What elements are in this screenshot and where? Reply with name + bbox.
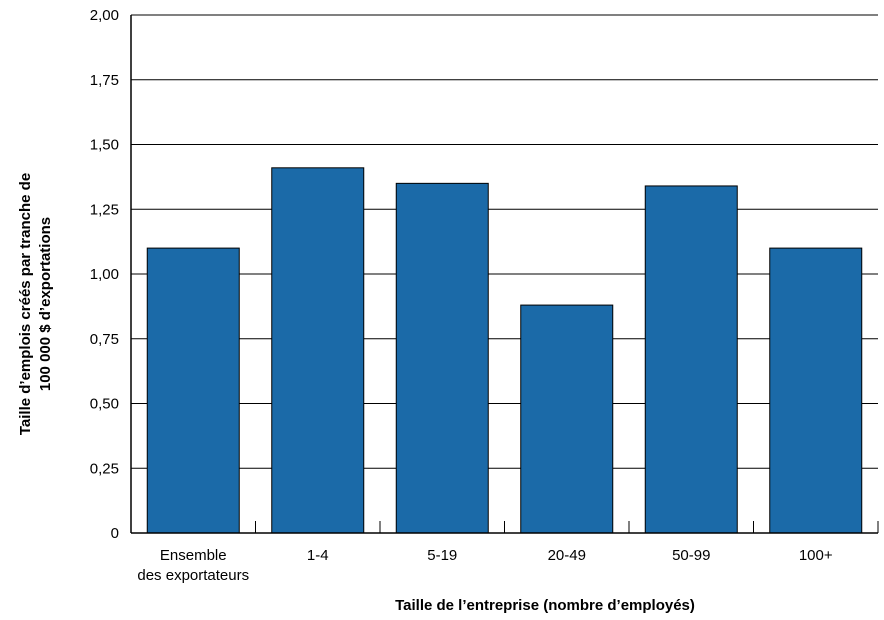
y-tick-label: 0,25 (90, 460, 119, 477)
bar (146, 247, 240, 534)
y-tick-label: 0,75 (90, 331, 119, 348)
x-axis-title: Taille de l’entreprise (nombre d’employé… (395, 597, 695, 614)
x-tick-label: Ensemble (160, 547, 227, 564)
y-axis-title-line: Taille d’emplois créés par tranche de (17, 173, 34, 435)
y-tick-label: 1,25 (90, 201, 119, 218)
bar (271, 167, 365, 534)
y-tick-label: 2,00 (90, 7, 119, 24)
y-tick-labels: 0 0,25 0,50 0,75 1,00 1,25 1,50 1,75 2,00 (90, 7, 119, 542)
bar (769, 247, 863, 534)
bar (644, 185, 738, 534)
y-axis-title-line: 100 000 $ d’exportations (37, 217, 54, 391)
x-tick-label: 5-19 (427, 547, 457, 564)
x-tick-label: des exportateurs (137, 567, 249, 584)
x-tick-label: 1-4 (307, 547, 329, 564)
y-tick-label: 1,00 (90, 266, 119, 283)
y-tick-label: 1,50 (90, 137, 119, 154)
axes (130, 15, 879, 534)
bar (395, 182, 489, 534)
x-tick-label: 20-49 (548, 547, 586, 564)
y-tick-label: 1,75 (90, 72, 119, 89)
y-axis-title: Taille d’emplois créés par tranche de 100… (17, 173, 54, 435)
bar (520, 304, 614, 534)
x-tick-labels: Ensemble des exportateurs 1-4 5-19 20-49 50-9… (137, 547, 832, 584)
gridlines (131, 14, 878, 469)
x-tick-label: 50-99 (672, 547, 710, 564)
y-tick-label: 0 (111, 525, 119, 542)
y-tick-label: 0,50 (90, 396, 119, 413)
bars (146, 167, 863, 534)
x-tick-label: 100+ (799, 547, 833, 564)
